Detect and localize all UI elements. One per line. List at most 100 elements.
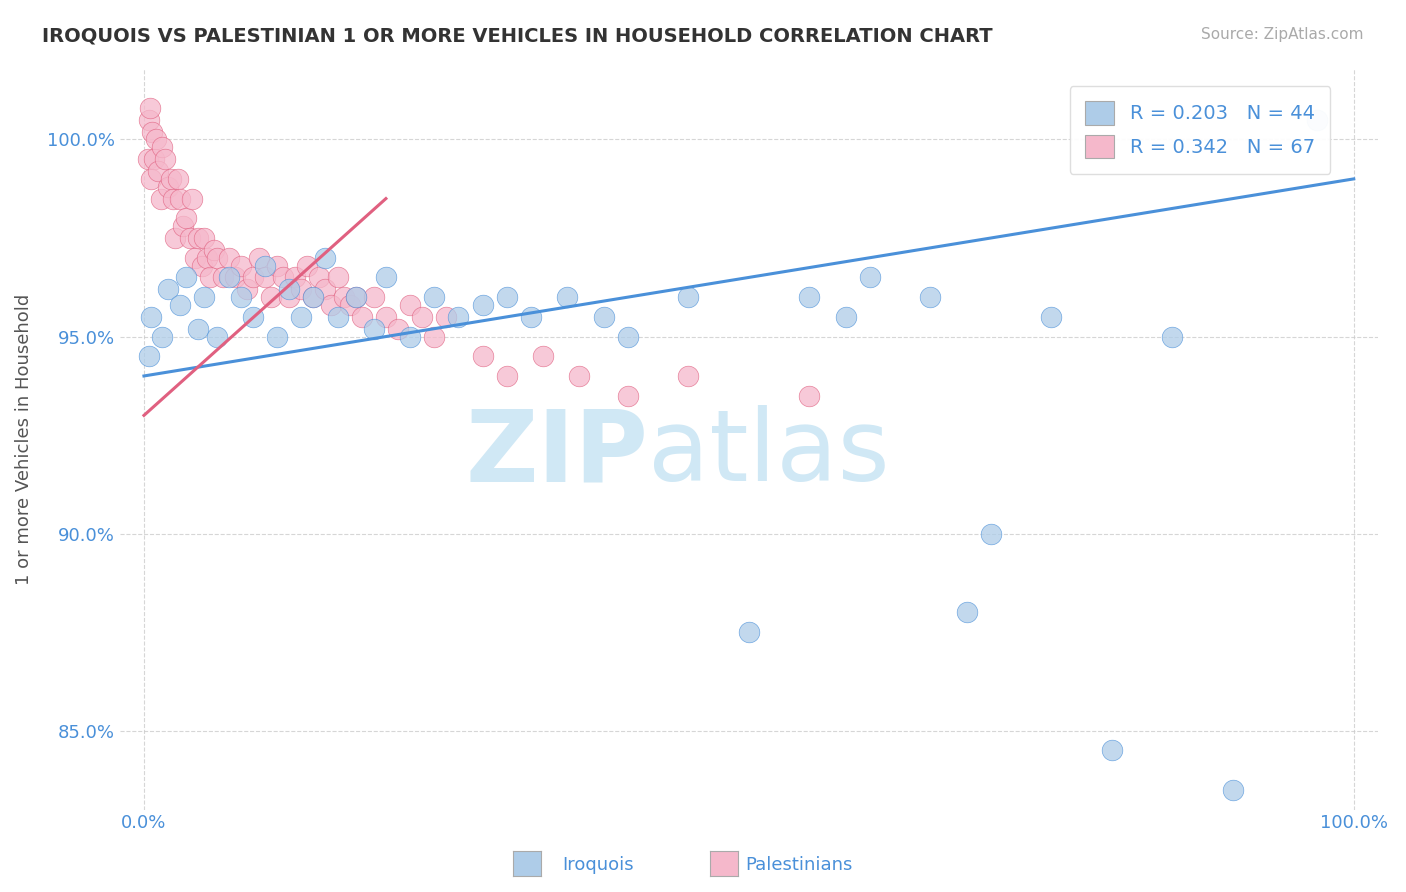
Point — [157, 179, 180, 194]
Point — [363, 321, 385, 335]
Point — [278, 282, 301, 296]
Text: ZIP: ZIP — [465, 405, 648, 502]
Point — [1161, 329, 1184, 343]
Point — [200, 270, 222, 285]
Point — [166, 172, 188, 186]
Point — [260, 290, 283, 304]
Point — [142, 152, 165, 166]
Point — [592, 310, 614, 324]
Point — [162, 192, 184, 206]
Point — [253, 259, 276, 273]
Point — [211, 270, 233, 285]
Point — [617, 389, 640, 403]
Point — [1222, 782, 1244, 797]
Point — [920, 290, 942, 304]
Point — [326, 310, 349, 324]
Point — [145, 132, 167, 146]
Point — [224, 270, 246, 285]
Point — [290, 282, 312, 296]
Point — [181, 192, 204, 206]
Point — [387, 321, 409, 335]
Point — [678, 290, 700, 304]
Point — [297, 259, 319, 273]
Point — [253, 270, 276, 285]
Point — [141, 310, 163, 324]
Point — [326, 270, 349, 285]
Point — [799, 389, 821, 403]
Point — [399, 298, 422, 312]
Point — [159, 172, 181, 186]
Text: Iroquois: Iroquois — [562, 855, 634, 873]
Point — [1101, 743, 1123, 757]
Point — [157, 282, 180, 296]
Point — [1306, 112, 1329, 127]
Point — [531, 349, 554, 363]
Point — [150, 329, 173, 343]
Point — [344, 290, 367, 304]
Point — [187, 231, 209, 245]
Point — [271, 270, 294, 285]
Point — [141, 172, 163, 186]
Point — [174, 211, 197, 226]
Point — [174, 270, 197, 285]
Point — [496, 368, 519, 383]
Point — [568, 368, 591, 383]
Point — [229, 259, 252, 273]
Point — [859, 270, 882, 285]
Point — [471, 298, 494, 312]
Point — [314, 251, 336, 265]
Point — [374, 310, 396, 324]
Point — [434, 310, 457, 324]
Point — [447, 310, 470, 324]
Point — [399, 329, 422, 343]
Point — [955, 606, 977, 620]
Point — [332, 290, 354, 304]
Point — [205, 329, 228, 343]
Point — [150, 140, 173, 154]
Point — [617, 329, 640, 343]
Point — [266, 259, 288, 273]
Point — [799, 290, 821, 304]
Point — [242, 310, 264, 324]
Point — [980, 526, 1002, 541]
Y-axis label: 1 or more Vehicles in Household: 1 or more Vehicles in Household — [15, 293, 32, 584]
Point — [141, 125, 163, 139]
Point — [411, 310, 433, 324]
Point — [247, 251, 270, 265]
Text: atlas: atlas — [648, 405, 890, 502]
Point — [153, 152, 176, 166]
Point — [302, 290, 325, 304]
Point — [193, 290, 215, 304]
Point — [321, 298, 343, 312]
Point — [229, 290, 252, 304]
Point — [179, 231, 201, 245]
Point — [738, 625, 761, 640]
Point — [834, 310, 856, 324]
Point — [205, 251, 228, 265]
Point — [678, 368, 700, 383]
Text: Palestinians: Palestinians — [745, 855, 852, 873]
Point — [471, 349, 494, 363]
Text: IROQUOIS VS PALESTINIAN 1 OR MORE VEHICLES IN HOUSEHOLD CORRELATION CHART: IROQUOIS VS PALESTINIAN 1 OR MORE VEHICL… — [42, 27, 993, 45]
Point — [314, 282, 336, 296]
Point — [138, 112, 160, 127]
Text: Source: ZipAtlas.com: Source: ZipAtlas.com — [1201, 27, 1364, 42]
Point — [191, 259, 214, 273]
Point — [218, 270, 240, 285]
Point — [236, 282, 259, 296]
Point — [423, 290, 446, 304]
Point — [202, 243, 225, 257]
Point — [278, 290, 301, 304]
Point — [148, 164, 170, 178]
Point — [165, 231, 187, 245]
Legend: R = 0.203   N = 44, R = 0.342   N = 67: R = 0.203 N = 44, R = 0.342 N = 67 — [1070, 86, 1330, 174]
Point — [339, 298, 361, 312]
Point — [520, 310, 543, 324]
Point — [218, 251, 240, 265]
Point — [139, 101, 162, 115]
Point — [195, 251, 218, 265]
Point — [350, 310, 373, 324]
Point — [302, 290, 325, 304]
Point — [363, 290, 385, 304]
Point — [172, 219, 194, 234]
